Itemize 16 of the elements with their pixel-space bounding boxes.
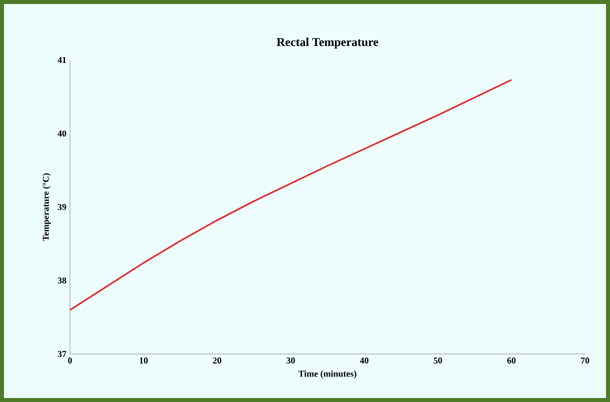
x-axis-title: Time (minutes) (298, 370, 356, 379)
y-tick-label: 39 (58, 204, 66, 210)
x-tick-label: 70 (581, 358, 590, 364)
x-tick-label: 40 (360, 358, 368, 364)
x-tick-label: 20 (213, 358, 222, 364)
x-tick-label: 0 (68, 358, 72, 364)
x-tick-label: 30 (286, 358, 295, 364)
y-axis-title: Temperature (°C) (42, 173, 51, 241)
y-tick-label: 38 (58, 277, 66, 284)
x-tick-label: 60 (507, 358, 516, 364)
y-tick-label: 41 (58, 57, 66, 63)
x-tick-label: 50 (434, 358, 442, 364)
y-tick-label: 40 (58, 130, 66, 137)
x-tick-label: 10 (140, 358, 148, 364)
chart-title: Rectal Temperature (276, 38, 378, 49)
y-tick-label: 37 (58, 350, 66, 358)
